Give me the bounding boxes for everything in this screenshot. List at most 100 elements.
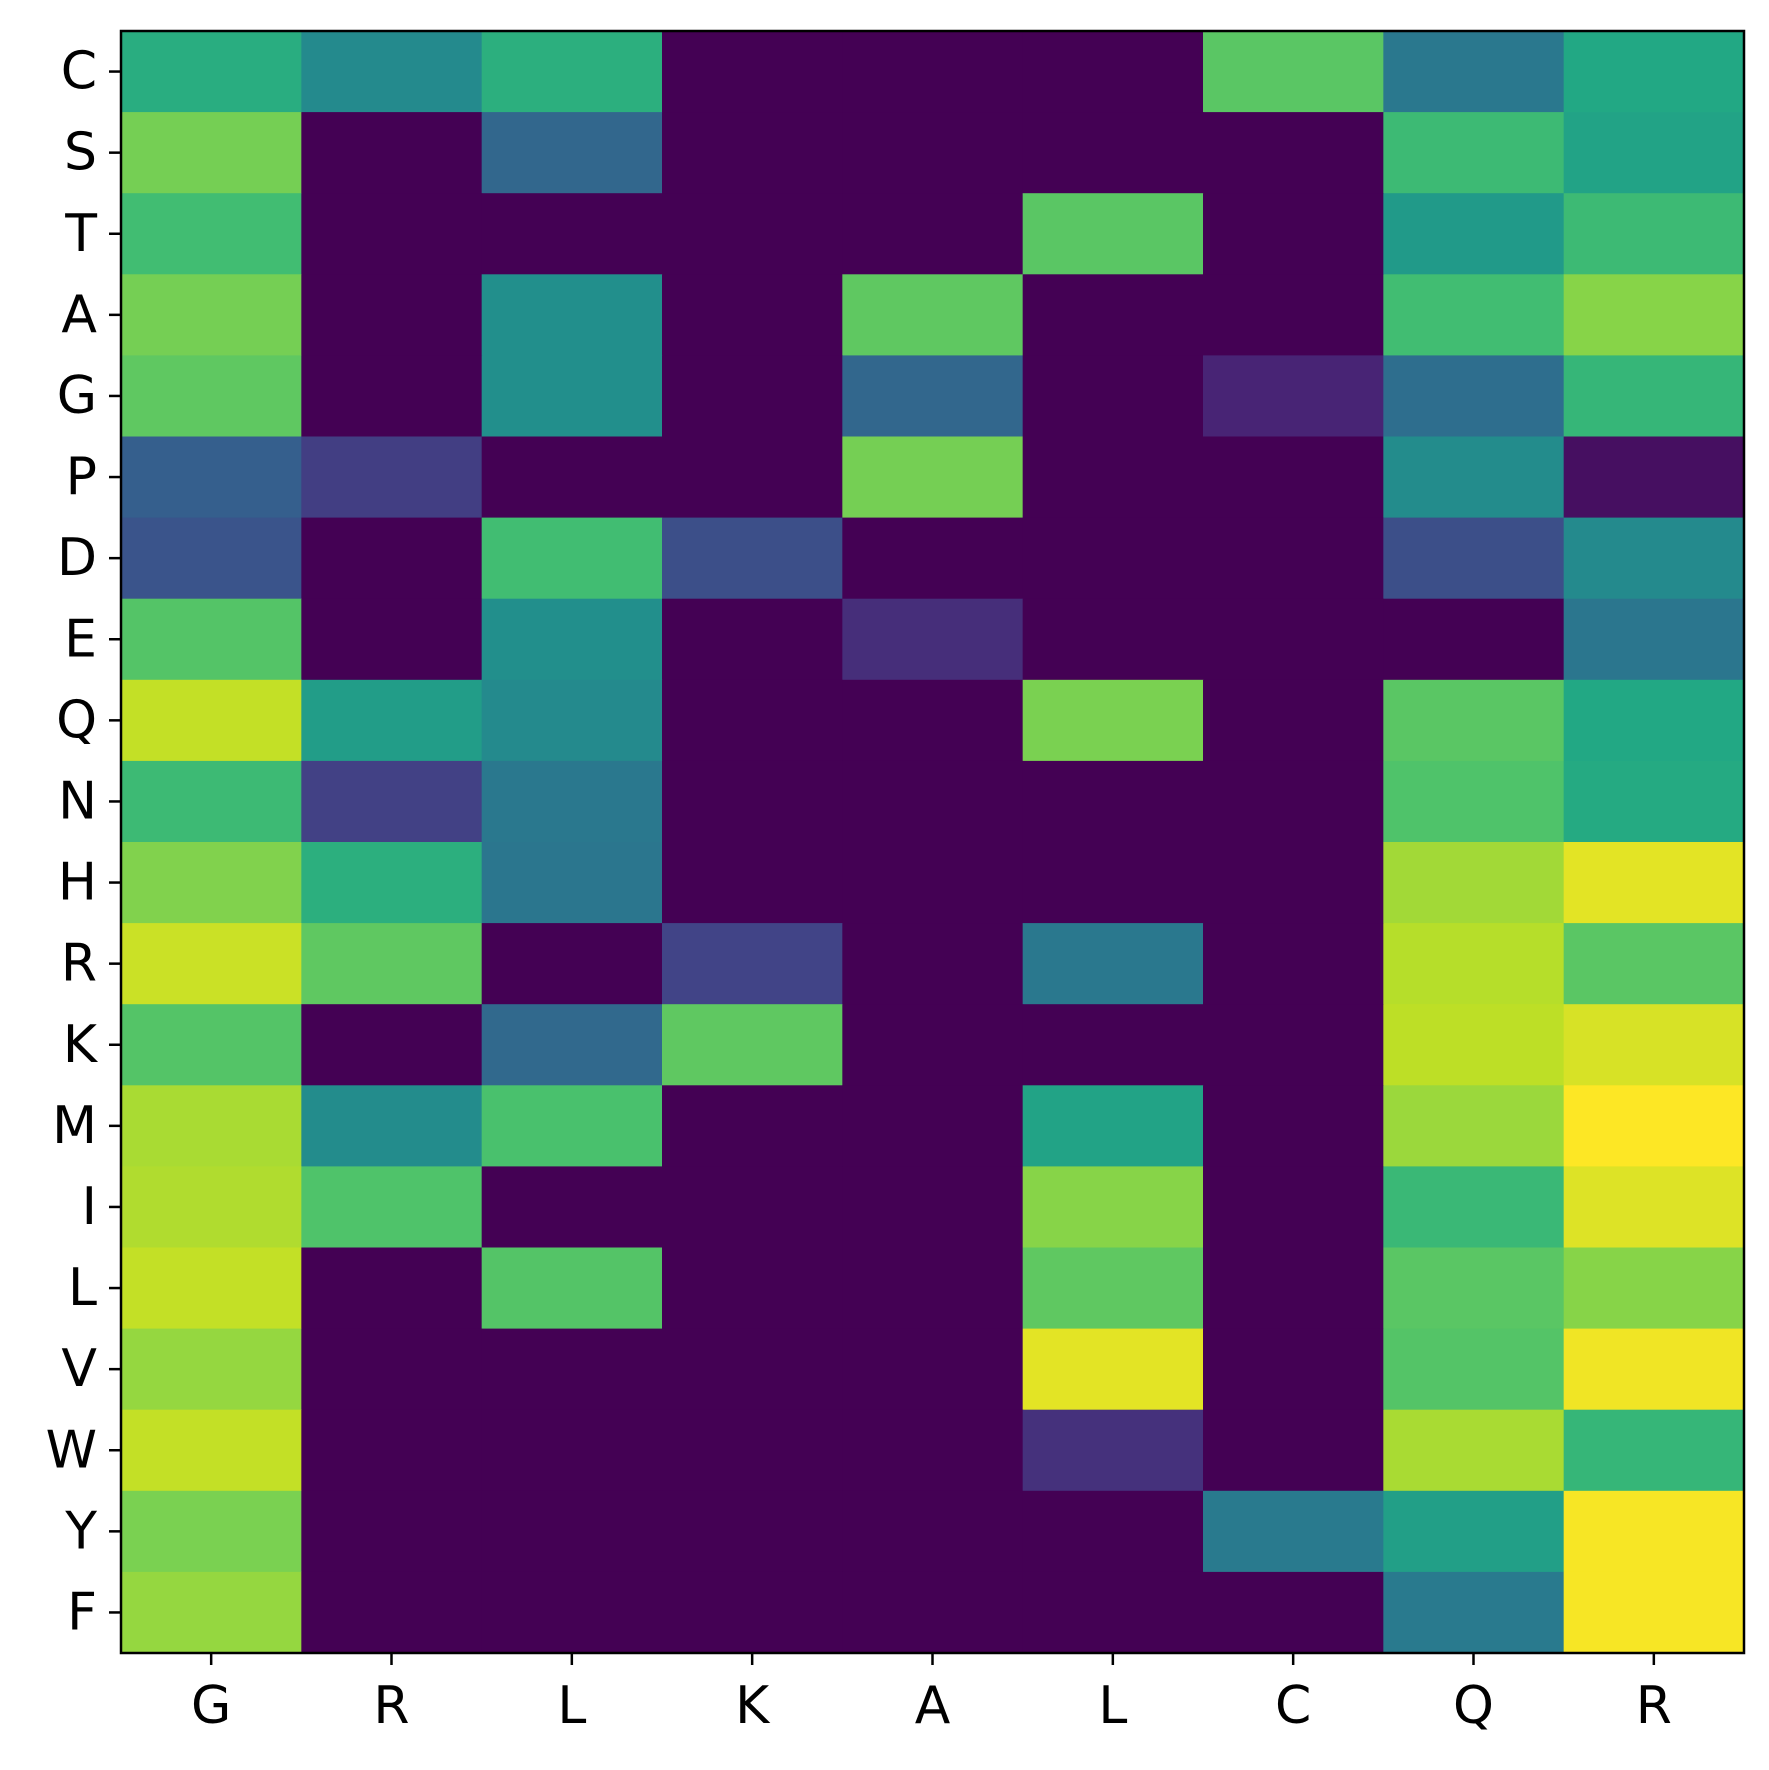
heatmap-cell-C-K-3: [662, 31, 843, 113]
heatmap-cell-Q-Q-7: [1383, 679, 1565, 762]
heatmap-cell-C-R-8: [1563, 31, 1745, 113]
heatmap-cell-A-K-3: [662, 274, 843, 356]
x-tick-label: Q: [1453, 1676, 1494, 1736]
heatmap-cell-F-G-0: [121, 1571, 302, 1654]
heatmap-cell-S-Q-7: [1383, 112, 1565, 194]
heatmap-cell-E-R-8: [1563, 598, 1745, 681]
y-tick-label: T: [64, 204, 97, 264]
y-tick-label: I: [82, 1177, 97, 1237]
heatmap-cell-G-L-5: [1022, 355, 1204, 438]
heatmap-cell-N-Q-7: [1383, 760, 1565, 843]
heatmap-cell-E-Q-7: [1383, 598, 1565, 681]
x-tick-label: K: [735, 1676, 771, 1736]
heatmap-cell-R-C-6: [1203, 923, 1384, 1005]
heatmap-cell-M-R-1: [301, 1085, 483, 1167]
heatmap-cell-E-C-6: [1203, 598, 1384, 681]
heatmap-cell-S-R-1: [301, 112, 483, 194]
heatmap-cell-K-L-2: [481, 1004, 663, 1086]
heatmap-cell-F-C-6: [1203, 1571, 1384, 1654]
heatmap-cell-T-L-5: [1022, 193, 1204, 275]
heatmap-cell-Y-C-6: [1203, 1490, 1384, 1573]
y-tick-label: D: [57, 528, 97, 588]
heatmap-cell-I-R-8: [1563, 1166, 1745, 1249]
heatmap-cell-W-L-5: [1022, 1409, 1204, 1492]
y-tick-label: K: [63, 1015, 99, 1075]
heatmap-cell-R-G-0: [121, 923, 302, 1005]
heatmap-cell-D-A-4: [842, 517, 1024, 600]
heatmap-cell-F-R-1: [301, 1571, 483, 1654]
heatmap-cell-S-G-0: [121, 112, 302, 194]
heatmap-cell-G-R-1: [301, 355, 483, 438]
heatmap-cell-G-C-6: [1203, 355, 1384, 438]
heatmap-cell-Y-A-4: [842, 1490, 1024, 1573]
x-tick-label: L: [1098, 1676, 1127, 1736]
heatmap-cell-H-Q-7: [1383, 842, 1565, 924]
heatmap-cell-W-A-4: [842, 1409, 1024, 1492]
heatmap-cell-H-R-1: [301, 842, 483, 924]
heatmap-cell-C-C-6: [1203, 31, 1384, 113]
heatmap-cell-D-L-5: [1022, 517, 1204, 600]
heatmap-cell-A-L-2: [481, 274, 663, 356]
y-tick-label: W: [46, 1420, 97, 1480]
heatmap-cell-H-A-4: [842, 842, 1024, 924]
heatmap-cell-P-Q-7: [1383, 436, 1565, 519]
y-tick-label: L: [68, 1258, 97, 1318]
heatmap-cell-T-C-6: [1203, 193, 1384, 275]
heatmap-cell-F-R-8: [1563, 1571, 1745, 1654]
heatmap-cell-Y-L-5: [1022, 1490, 1204, 1573]
heatmap-cell-V-L-2: [481, 1328, 663, 1411]
x-tick-label: G: [191, 1676, 231, 1736]
heatmap-cell-A-A-4: [842, 274, 1024, 356]
heatmap-cell-R-A-4: [842, 923, 1024, 1005]
heatmap-cell-F-Q-7: [1383, 1571, 1565, 1654]
heatmap-cell-T-Q-7: [1383, 193, 1565, 275]
heatmap-cell-L-L-5: [1022, 1247, 1204, 1330]
heatmap-cell-N-G-0: [121, 760, 302, 843]
heatmap-cell-N-A-4: [842, 760, 1024, 843]
heatmap-cell-W-K-3: [662, 1409, 843, 1492]
heatmap-cell-T-A-4: [842, 193, 1024, 275]
heatmap-cell-Q-L-2: [481, 679, 663, 762]
heatmap-cell-M-C-6: [1203, 1085, 1384, 1167]
heatmap-cell-D-G-0: [121, 517, 302, 600]
heatmap-cell-G-A-4: [842, 355, 1024, 438]
y-tick-label: A: [61, 285, 97, 345]
heatmap-cell-K-R-1: [301, 1004, 483, 1086]
heatmap-cell-A-R-1: [301, 274, 483, 356]
heatmap-cell-V-A-4: [842, 1328, 1024, 1411]
heatmap-cell-T-L-2: [481, 193, 663, 275]
heatmap-cell-C-Q-7: [1383, 31, 1565, 113]
heatmap-cell-W-L-2: [481, 1409, 663, 1492]
heatmap-cell-I-L-2: [481, 1166, 663, 1249]
heatmap-cell-Y-Q-7: [1383, 1490, 1565, 1573]
heatmap-cell-E-R-1: [301, 598, 483, 681]
heatmap-cell-Q-L-5: [1022, 679, 1204, 762]
heatmap-cell-E-L-5: [1022, 598, 1204, 681]
x-tick-label: R: [1636, 1676, 1672, 1736]
heatmap-cell-D-C-6: [1203, 517, 1384, 600]
heatmap-cell-M-K-3: [662, 1085, 843, 1167]
y-tick-label: H: [58, 853, 97, 913]
heatmap-cell-D-R-1: [301, 517, 483, 600]
heatmap-cell-D-L-2: [481, 517, 663, 600]
heatmap-cell-Q-K-3: [662, 679, 843, 762]
heatmap-cell-Q-R-8: [1563, 679, 1745, 762]
heatmap-cell-V-G-0: [121, 1328, 302, 1411]
heatmap-cell-F-L-5: [1022, 1571, 1204, 1654]
y-tick-label: G: [57, 366, 97, 426]
heatmap-cell-C-R-1: [301, 31, 483, 113]
heatmap-cell-M-Q-7: [1383, 1085, 1565, 1167]
heatmap-cell-W-G-0: [121, 1409, 302, 1492]
heatmap-cell-P-K-3: [662, 436, 843, 519]
heatmap-cell-Q-G-0: [121, 679, 302, 762]
x-tick-label: C: [1275, 1676, 1311, 1736]
heatmap-cell-H-C-6: [1203, 842, 1384, 924]
heatmap-cell-L-C-6: [1203, 1247, 1384, 1330]
heatmap-cell-E-A-4: [842, 598, 1024, 681]
heatmap-cell-A-C-6: [1203, 274, 1384, 356]
heatmap-cell-W-Q-7: [1383, 1409, 1565, 1492]
heatmap-cell-K-L-5: [1022, 1004, 1204, 1086]
heatmap-cell-F-A-4: [842, 1571, 1024, 1654]
heatmap-cell-S-A-4: [842, 112, 1024, 194]
heatmap-cell-L-R-8: [1563, 1247, 1745, 1330]
